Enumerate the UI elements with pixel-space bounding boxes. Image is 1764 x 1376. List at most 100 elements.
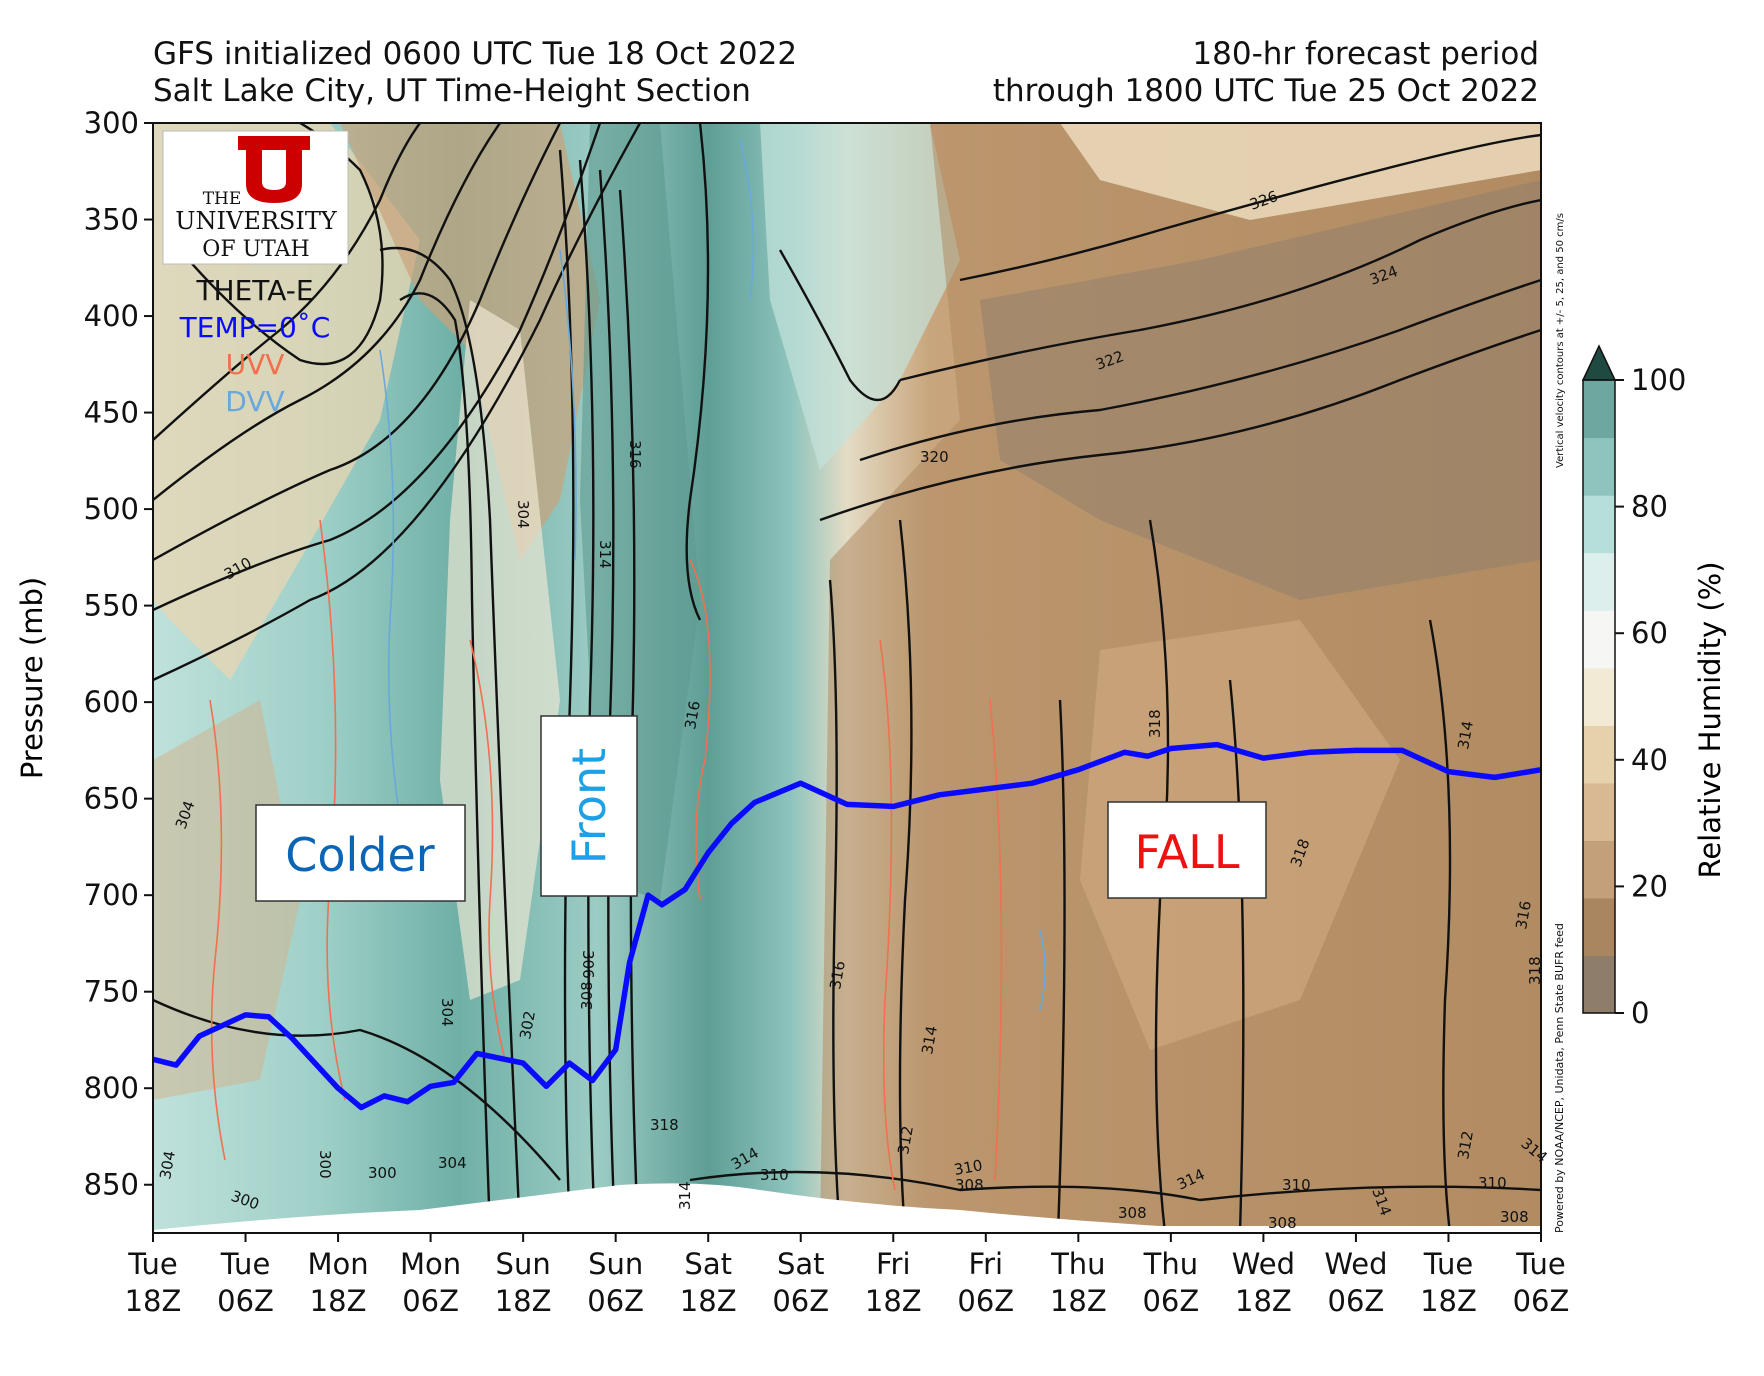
contour-label: 310 bbox=[1478, 1174, 1507, 1192]
annotation-box bbox=[1107, 801, 1267, 899]
x-tick-label-hour: 06Z bbox=[1328, 1284, 1385, 1318]
x-tick-label-day: Thu bbox=[1050, 1247, 1105, 1281]
annotation-fall-text: FALL bbox=[1135, 825, 1240, 879]
logo-text-of-utah: OF UTAH bbox=[202, 237, 309, 262]
contour-label: 306 bbox=[579, 950, 597, 979]
y-tick-label: 400 bbox=[84, 299, 139, 333]
contour-label: 310 bbox=[760, 1166, 789, 1184]
forecast-period-line2: through 1800 UTC Tue 25 Oct 2022 bbox=[992, 73, 1539, 109]
x-tick-label-day: Tue bbox=[220, 1247, 271, 1281]
x-tick-label-day: Tue bbox=[127, 1247, 178, 1281]
y-tick-label: 800 bbox=[84, 1071, 139, 1105]
x-tick-label-hour: 18Z bbox=[865, 1284, 922, 1318]
contour-label: 308 bbox=[955, 1176, 984, 1194]
contour-label: 316 bbox=[826, 959, 849, 990]
contour-label: 318 bbox=[1526, 956, 1544, 985]
x-tick-label-day: Sat bbox=[777, 1247, 825, 1281]
colorbar-segment bbox=[1583, 437, 1615, 496]
contour-label: 308 bbox=[578, 981, 596, 1010]
colorbar-tick-label: 20 bbox=[1631, 869, 1668, 903]
contour-label: 304 bbox=[438, 998, 456, 1027]
colorbar-segment bbox=[1583, 840, 1615, 899]
rh-patch bbox=[760, 123, 960, 470]
colorbar-segment bbox=[1583, 782, 1615, 841]
colorbar-tick-label: 0 bbox=[1631, 996, 1649, 1030]
annotation-front-text: Front bbox=[562, 748, 616, 864]
x-tick-label-day: Fri bbox=[969, 1247, 1004, 1281]
y-tick-label: 850 bbox=[84, 1168, 139, 1202]
legend-dvv: DVV bbox=[225, 385, 284, 418]
logo-text-the: THE bbox=[203, 189, 242, 209]
colorbar-segment bbox=[1583, 897, 1615, 957]
y-tick-label: 500 bbox=[84, 492, 139, 526]
contour-label: 316 bbox=[681, 699, 704, 730]
x-tick-label-day: Wed bbox=[1232, 1247, 1295, 1281]
contour-label: 300 bbox=[316, 1150, 334, 1179]
colorbar-tick-label: 100 bbox=[1631, 363, 1686, 397]
x-tick-label-hour: 06Z bbox=[957, 1284, 1014, 1318]
x-tick-label-hour: 06Z bbox=[1513, 1284, 1570, 1318]
rh-patch bbox=[153, 700, 300, 1100]
forecast-period-line1: 180-hr forecast period bbox=[1192, 36, 1539, 72]
uvv-contours bbox=[209, 519, 1003, 1191]
x-tick-label-day: Tue bbox=[1423, 1247, 1474, 1281]
annotation-fall: FALL bbox=[1107, 801, 1267, 899]
plot-area bbox=[153, 123, 1541, 1233]
colorbar-tick-label: 60 bbox=[1631, 616, 1668, 650]
y-tick-label: 700 bbox=[84, 878, 139, 912]
y-axis-label: Pressure (mb) bbox=[15, 577, 49, 779]
rh-patch bbox=[980, 180, 1541, 600]
x-tick-label-hour: 06Z bbox=[217, 1284, 274, 1318]
annotation-box bbox=[255, 804, 466, 902]
x-tick-label-day: Tue bbox=[1515, 1247, 1566, 1281]
colorbar-tick-label: 80 bbox=[1631, 490, 1668, 524]
x-tick-label-day: Mon bbox=[307, 1247, 368, 1281]
contour-label: 312 bbox=[894, 1124, 917, 1155]
y-tick-label: 300 bbox=[84, 106, 139, 140]
x-tick-label-day: Sun bbox=[588, 1247, 643, 1281]
colorbar-tick-label: 40 bbox=[1631, 743, 1668, 777]
y-axis: 300 350 400 450 500 550 600 650 700 750 800 850 bbox=[84, 106, 153, 1202]
x-tick-label-hour: 06Z bbox=[1142, 1284, 1199, 1318]
y-tick-label: 650 bbox=[84, 782, 139, 816]
contour-label: 308 bbox=[1118, 1204, 1147, 1222]
x-tick-label-day: Sun bbox=[496, 1247, 551, 1281]
x-tick-label-hour: 18Z bbox=[125, 1284, 182, 1318]
legend-uvv: UVV bbox=[226, 348, 285, 381]
x-tick-label-hour: 18Z bbox=[680, 1284, 737, 1318]
contour-label: 318 bbox=[1146, 709, 1164, 738]
colorbar-segment bbox=[1583, 552, 1615, 611]
contour-label: 310 bbox=[953, 1156, 984, 1179]
annotation-colder: Colder bbox=[255, 804, 466, 902]
x-tick-label-hour: 06Z bbox=[402, 1284, 459, 1318]
x-axis: Tue18ZTue06ZMon18ZMon06ZSun18ZSun06ZSat1… bbox=[125, 1233, 1570, 1318]
x-tick-label-hour: 18Z bbox=[1235, 1284, 1292, 1318]
y-tick-label: 450 bbox=[84, 396, 139, 430]
annotation-front: Front bbox=[540, 715, 638, 897]
legend-theta-e: THETA-E bbox=[195, 274, 313, 307]
contour-label: 314 bbox=[676, 1181, 694, 1210]
dvv-contours bbox=[379, 139, 1046, 1011]
contour-label: 308 bbox=[1268, 1214, 1297, 1232]
colorbar-segment bbox=[1583, 380, 1615, 439]
chart-title-line1: GFS initialized 0600 UTC Tue 18 Oct 2022 bbox=[153, 36, 798, 72]
forecast-period-block: 180-hr forecast period through 1800 UTC … bbox=[993, 36, 1539, 110]
x-tick-label-hour: 06Z bbox=[772, 1284, 829, 1318]
x-tick-label-hour: 18Z bbox=[495, 1284, 552, 1318]
logo-text-university: UNIVERSITY bbox=[175, 207, 338, 235]
y-tick-label: 350 bbox=[84, 203, 139, 237]
field-legend: THETA-E TEMP=0˚C UVV DVV bbox=[179, 274, 331, 418]
colorbar-segment bbox=[1583, 495, 1615, 554]
contour-label: 314 bbox=[596, 540, 614, 569]
data-credit-note: Powered by NOAA/NCEP, Unidata, Penn Stat… bbox=[1553, 923, 1566, 1233]
chart-title-line2: Salt Lake City, UT Time-Height Section bbox=[153, 73, 751, 109]
rh-patch bbox=[1060, 123, 1541, 220]
x-tick-label-day: Mon bbox=[400, 1247, 461, 1281]
x-tick-label-hour: 18Z bbox=[310, 1284, 367, 1318]
contour-label: 300 bbox=[368, 1164, 397, 1182]
colorbar-segment bbox=[1583, 955, 1615, 1014]
y-tick-label: 550 bbox=[84, 589, 139, 623]
legend-temp-zero: TEMP=0˚C bbox=[179, 311, 331, 344]
university-logo: THE UNIVERSITY OF UTAH bbox=[162, 130, 349, 265]
